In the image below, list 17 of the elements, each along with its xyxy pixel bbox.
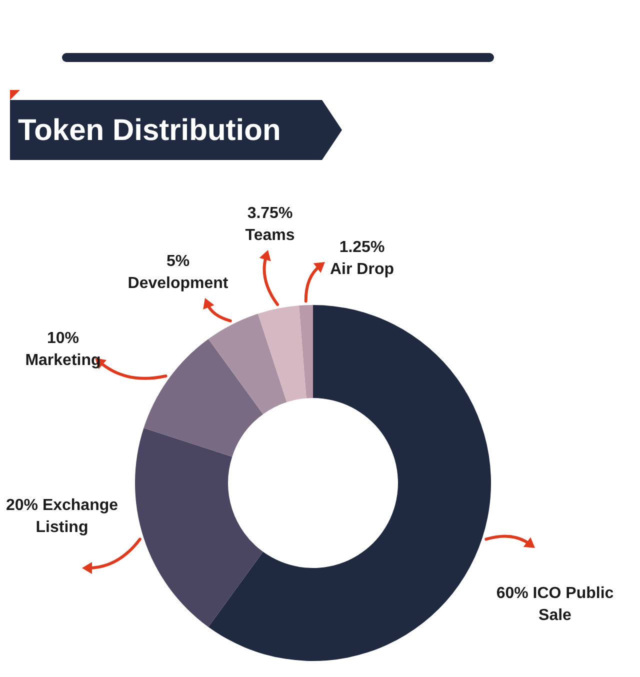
donut-slice — [258, 306, 306, 402]
donut-slice — [299, 305, 313, 398]
slice-label: Marketing — [25, 352, 101, 369]
donut-slice — [135, 428, 264, 628]
donut-slice — [144, 338, 264, 457]
chart-title: Token Distribution — [18, 114, 281, 147]
data-label: 10% — [46, 330, 80, 347]
data-label: 5% — [166, 253, 190, 270]
slice-label: Teams — [245, 227, 295, 244]
donut-slice — [208, 314, 287, 414]
data-label: 1.25% — [339, 239, 385, 256]
slice-label: Air Drop — [330, 261, 394, 278]
donut-slice — [208, 305, 491, 661]
slice-label: Development — [128, 275, 229, 292]
slice-label: 20% Exchange Listing — [6, 497, 118, 536]
data-label: 3.75% — [247, 205, 293, 222]
slice-label: 60% ICO Public Sale — [496, 585, 614, 624]
